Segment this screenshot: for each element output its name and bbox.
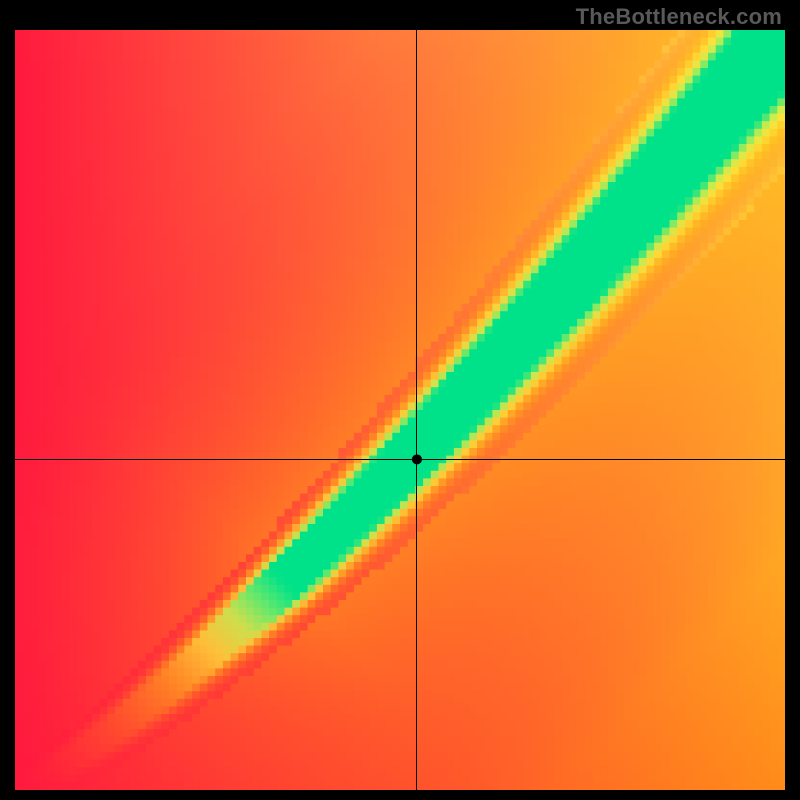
watermark-text: TheBottleneck.com [576, 4, 782, 30]
bottleneck-heatmap [15, 30, 785, 790]
crosshair-horizontal [15, 459, 785, 460]
crosshair-vertical [416, 30, 417, 790]
chart-container: TheBottleneck.com [0, 0, 800, 800]
